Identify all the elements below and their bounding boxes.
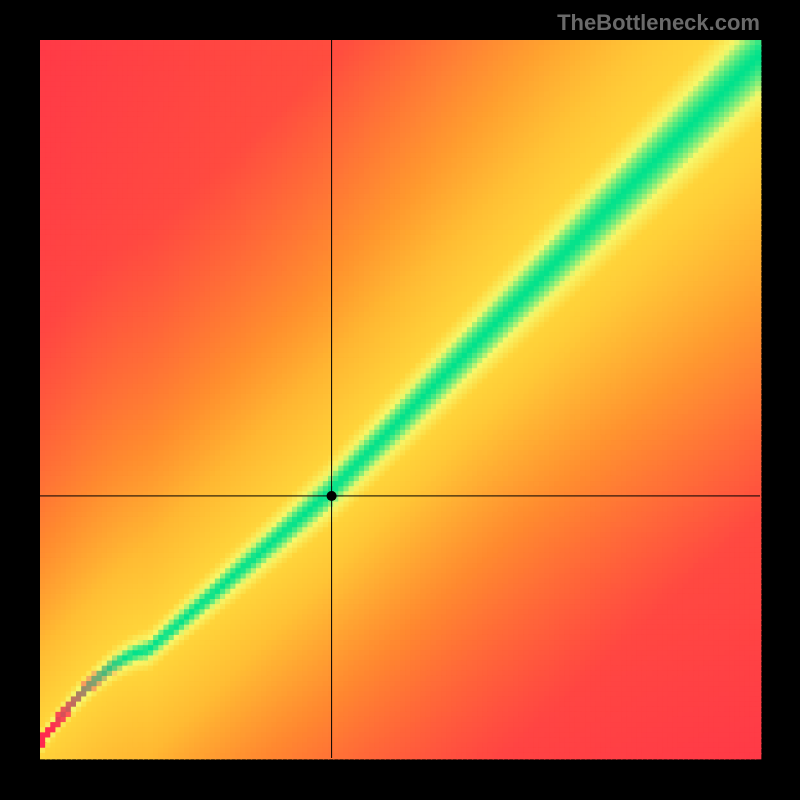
bottleneck-heatmap [0, 0, 800, 800]
watermark-text: TheBottleneck.com [557, 10, 760, 36]
chart-container: { "watermark": { "text": "TheBottleneck.… [0, 0, 800, 800]
